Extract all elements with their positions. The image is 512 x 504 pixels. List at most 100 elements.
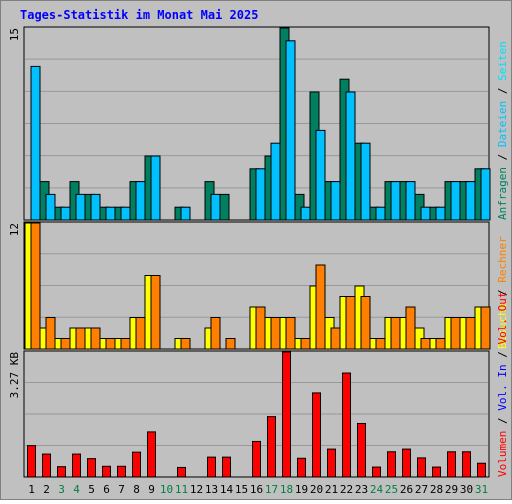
bar-dateien-day-9	[150, 155, 161, 221]
x-tick-label: 18	[280, 483, 293, 496]
bar-dateien-day-24	[375, 206, 386, 221]
x-tick-label: 3	[58, 483, 65, 496]
bar-rechner-day-27	[420, 338, 431, 350]
bar-volumen-day-30	[462, 451, 471, 478]
bar-dateien-day-18	[285, 40, 296, 221]
bar-rechner-day-18	[285, 317, 296, 350]
bar-dateien-day-8	[135, 181, 146, 221]
bar-volumen-day-18	[282, 351, 291, 478]
bar-dateien-day-28	[435, 206, 446, 221]
bar-volumen-day-8	[132, 451, 141, 478]
x-tick-label: 23	[355, 483, 368, 496]
bar-rechner-day-25	[390, 317, 401, 350]
bar-rechner-day-1	[30, 222, 41, 350]
bar-dateien-day-3	[60, 206, 71, 221]
bar-volumen-day-1	[27, 445, 36, 478]
legend-middle: Besuche / Rechner	[496, 236, 509, 349]
bar-volumen-day-7	[117, 465, 126, 478]
bar-rechner-day-6	[105, 338, 116, 350]
bar-dateien-day-5	[90, 193, 101, 221]
x-tick-label: 22	[340, 483, 353, 496]
legend-separator: /	[496, 351, 509, 364]
x-tick-label: 15	[235, 483, 248, 496]
x-tick-label: 11	[175, 483, 188, 496]
bar-dateien-day-7	[120, 206, 131, 221]
legend-top: Anfragen / Dateien / Seiten	[496, 41, 509, 220]
x-axis-labels: 1 2 3 4 5 6 7 8 9 10 11 12 13 14 15 16 17 18 19 20 21 22 23 24 2…	[28, 483, 488, 496]
legend-item: Dateien	[496, 101, 509, 154]
bar-rechner-day-30	[465, 317, 476, 350]
x-tick-label: 29	[445, 483, 458, 496]
x-tick-label: 19	[295, 483, 308, 496]
bars-bottom	[27, 351, 486, 478]
panel-middle: 12 Besuche / Rechner	[8, 221, 509, 350]
legend-item: Anfragen	[496, 167, 509, 220]
x-tick-label: 6	[103, 483, 110, 496]
bar-volumen-day-5	[87, 458, 96, 478]
x-tick-label: 8	[133, 483, 140, 496]
x-tick-label: 20	[310, 483, 323, 496]
bar-dateien-day-29	[450, 181, 461, 221]
bar-volumen-day-28	[432, 466, 441, 478]
bar-dateien-day-30	[465, 181, 476, 221]
bar-dateien-day-16	[255, 168, 266, 221]
bar-rechner-day-21	[330, 327, 341, 350]
x-tick-label: 21	[325, 483, 338, 496]
x-tick-label: 28	[430, 483, 443, 496]
x-tick-label: 17	[265, 483, 278, 496]
bar-rechner-day-11	[180, 338, 191, 350]
legend-item: Rechner	[496, 236, 509, 289]
bar-dateien-day-23	[360, 142, 371, 221]
panel-top: 15 Anfragen / Dateien / Seiten	[8, 26, 509, 221]
bar-volumen-day-6	[102, 465, 111, 478]
legend-separator: /	[496, 154, 509, 167]
x-tick-label: 9	[148, 483, 155, 496]
legend-item: Vol. Out	[496, 292, 509, 352]
bar-volumen-day-13	[207, 456, 216, 478]
x-tick-label: 2	[43, 483, 50, 496]
bar-volumen-day-16	[252, 440, 261, 478]
bar-rechner-day-7	[120, 338, 131, 350]
bar-dateien-day-22	[345, 91, 356, 221]
legend-item: Vol. In	[496, 364, 509, 417]
bar-volumen-day-4	[72, 453, 81, 478]
bar-rechner-day-4	[75, 327, 86, 350]
bar-volumen-day-25	[387, 451, 396, 478]
bar-rechner-day-16	[255, 306, 266, 350]
x-tick-label: 12	[190, 483, 203, 496]
bar-rechner-day-9	[150, 275, 161, 350]
x-tick-label: 24	[370, 483, 384, 496]
bar-volumen-day-19	[297, 457, 306, 478]
bars-middle	[24, 222, 491, 350]
panel-bottom: 3.27 KB Volumen / Vol. In / Vol. Out	[8, 292, 509, 478]
bar-dateien-day-11	[180, 206, 191, 221]
legend-item: Seiten	[496, 41, 509, 87]
x-tick-label: 13	[205, 483, 218, 496]
bar-dateien-day-20	[315, 129, 326, 221]
x-tick-label: 26	[400, 483, 413, 496]
bar-rechner-day-8	[135, 317, 146, 350]
x-tick-label: 5	[88, 483, 95, 496]
bar-anfragen-day-14	[219, 193, 230, 221]
y-max-label: 15	[8, 28, 21, 41]
x-tick-label: 7	[118, 483, 125, 496]
bar-dateien-day-27	[420, 206, 431, 221]
x-tick-label: 16	[250, 483, 263, 496]
bar-dateien-day-2	[45, 193, 56, 221]
x-tick-label: 30	[460, 483, 473, 496]
legend-separator: /	[496, 88, 509, 101]
bar-dateien-day-31	[480, 168, 491, 221]
legend-item: Volumen	[496, 431, 509, 477]
bar-rechner-day-14	[225, 338, 236, 350]
y-max-label: 12	[8, 223, 21, 236]
x-tick-label: 14	[220, 483, 234, 496]
bar-dateien-day-1	[30, 65, 41, 221]
bar-volumen-day-27	[417, 457, 426, 478]
legend-item: Besuche	[496, 303, 509, 349]
bar-dateien-day-19	[300, 206, 311, 221]
bar-rechner-day-19	[300, 338, 311, 350]
bar-rechner-day-29	[450, 317, 461, 350]
y-max-label: 3.27 KB	[8, 352, 21, 399]
x-tick-label: 25	[385, 483, 398, 496]
